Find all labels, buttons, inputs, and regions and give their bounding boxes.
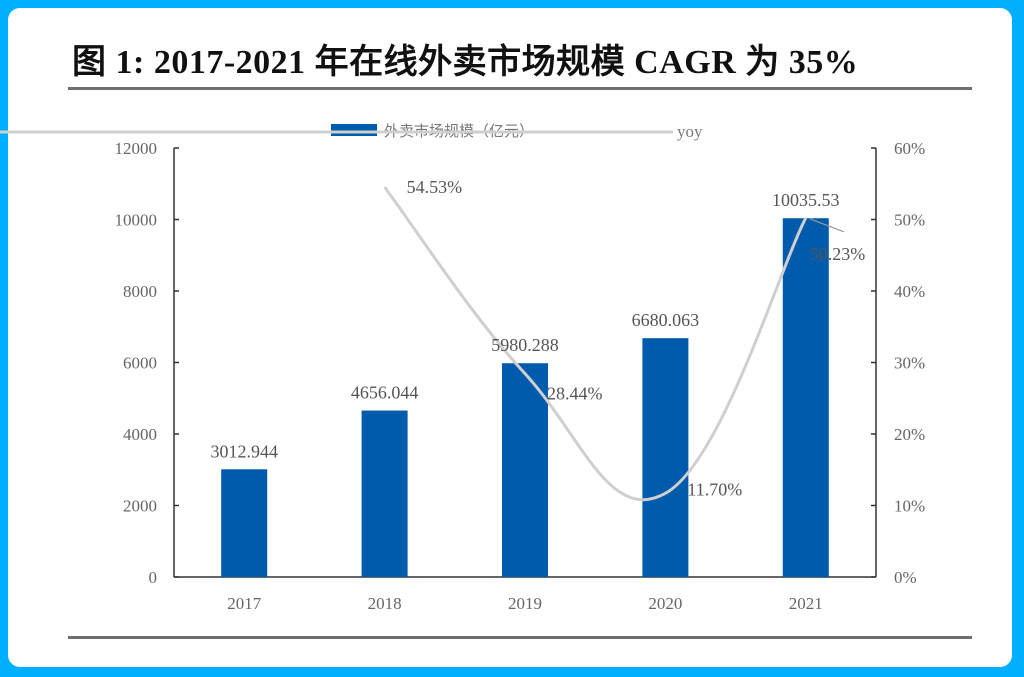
yoy-line <box>383 186 808 502</box>
top-divider <box>68 87 972 90</box>
legend-line-label: yoy <box>677 122 703 141</box>
left-tick-label: 8000 <box>123 282 157 301</box>
legend: 外卖市场规模（亿元） yoy <box>0 122 703 141</box>
left-tick-label: 4000 <box>123 425 157 444</box>
right-tick-label: 0% <box>894 568 917 587</box>
yoy-line-series <box>383 186 845 502</box>
right-tick-label: 40% <box>894 282 925 301</box>
axes: 0 0% 2000 10% 4000 20% 6000 30% 8000 40% 10000 50% 1… <box>115 139 926 613</box>
data-labels: 3012.944 4656.044 5980.288 6680.063 10035.53… <box>210 177 865 499</box>
right-tick-label: 60% <box>894 139 925 158</box>
yoy-value-label: 54.53% <box>407 177 463 197</box>
label-leader-line <box>809 218 845 233</box>
chart-title: 图 1: 2017-2021 年在线外卖市场规模 CAGR 为 35% <box>72 44 859 81</box>
bar-value-label: 10035.53 <box>772 190 840 210</box>
left-tick-label: 12000 <box>115 139 158 158</box>
bar <box>782 218 829 577</box>
legend-bar-swatch <box>331 124 377 136</box>
left-tick-label: 0 <box>149 568 158 587</box>
left-tick-label: 10000 <box>115 211 158 230</box>
right-tick-label: 20% <box>894 425 925 444</box>
x-tick-label: 2018 <box>368 594 402 613</box>
bar-value-label: 3012.944 <box>210 441 278 461</box>
right-tick-label: 50% <box>894 211 925 230</box>
bar <box>221 469 268 577</box>
bar-value-label: 5980.288 <box>491 335 559 355</box>
bottom-divider <box>68 636 972 639</box>
yoy-value-label: 50.23% <box>810 244 866 264</box>
x-tick-label: 2020 <box>648 594 682 613</box>
bar-value-label: 6680.063 <box>632 310 700 330</box>
x-tick-label: 2017 <box>227 594 262 613</box>
yoy-value-label: 11.70% <box>687 479 742 499</box>
bar <box>642 338 689 577</box>
x-tick-label: 2019 <box>508 594 542 613</box>
bar <box>361 410 408 577</box>
bar-series <box>221 218 829 577</box>
bar <box>502 363 548 577</box>
bar-value-label: 4656.044 <box>351 383 419 403</box>
x-tick-label: 2021 <box>789 594 823 613</box>
left-tick-label: 6000 <box>123 354 157 373</box>
right-tick-label: 30% <box>894 354 925 373</box>
left-tick-label: 2000 <box>123 497 157 516</box>
yoy-value-label: 28.44% <box>547 384 603 404</box>
right-tick-label: 10% <box>894 497 925 516</box>
